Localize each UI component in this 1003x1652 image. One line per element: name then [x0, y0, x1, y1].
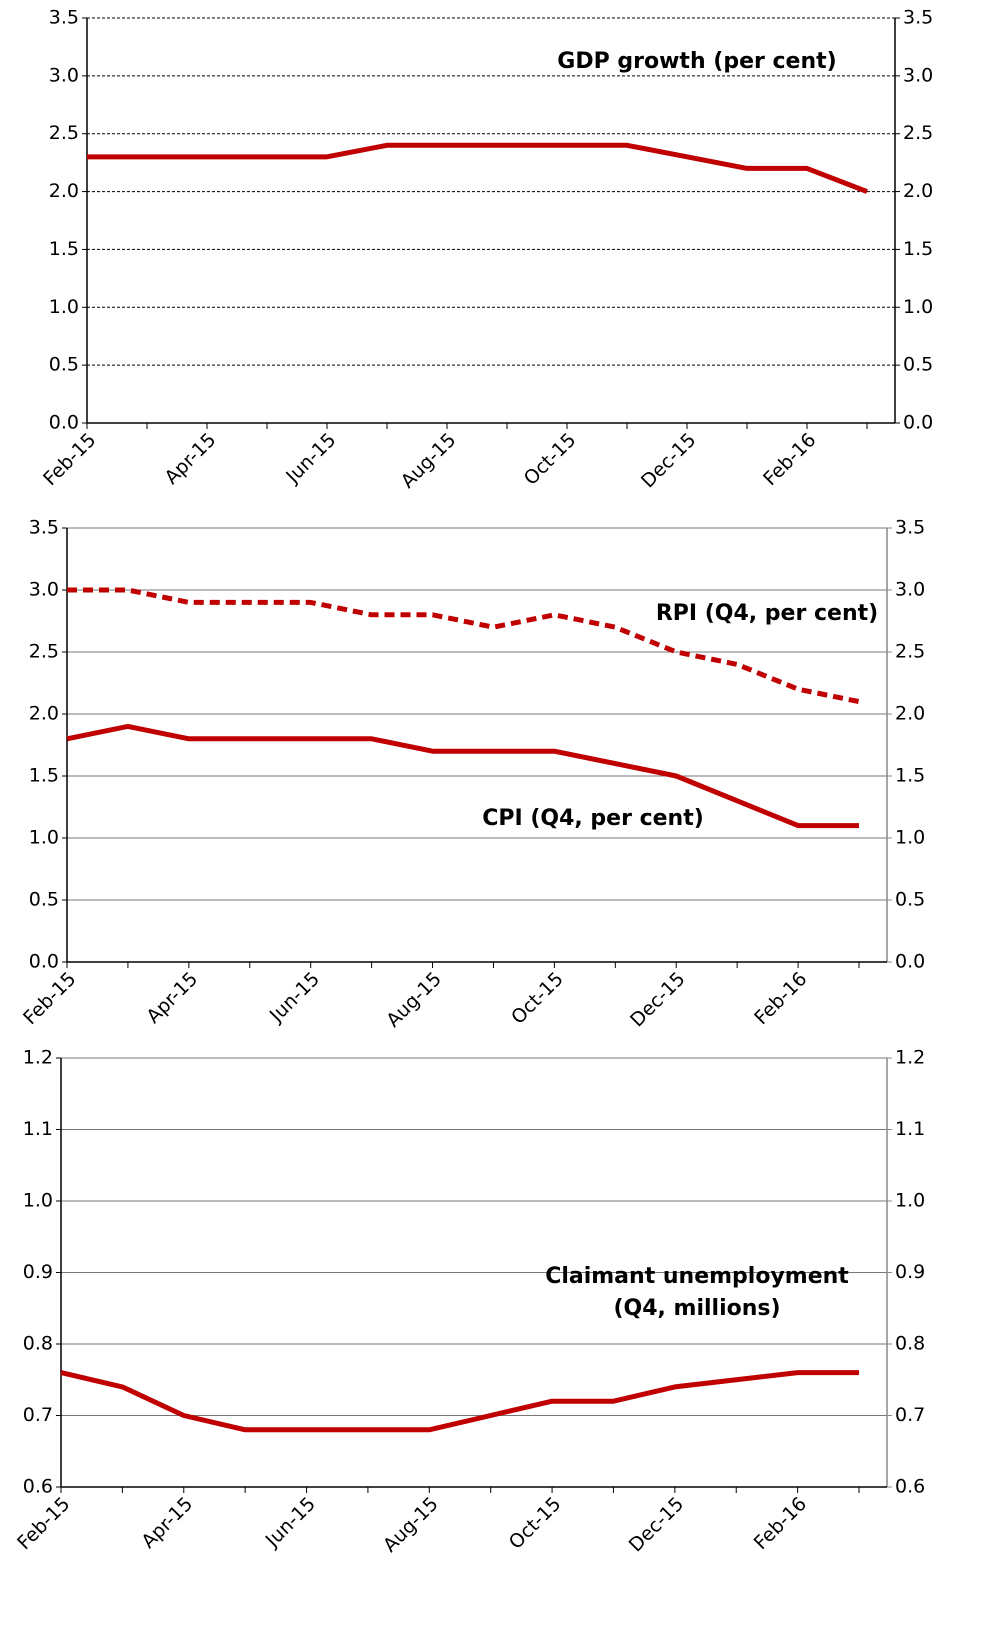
y-tick-label: 0.0: [49, 412, 79, 434]
chart: 0.6 0.7 0.8 0.9 1.0 1.1 1.2 0.6 0.7 0.8 0.9 1.0 1.1 1…: [13, 1047, 925, 1557]
y-tick-label: 1.5: [49, 238, 79, 260]
y-tick-label: 1.0: [29, 827, 59, 849]
x-tick-label: Oct-15: [505, 1493, 566, 1554]
y2-tick-label: 1.0: [895, 1190, 925, 1212]
y-tick-label: 1.2: [23, 1047, 53, 1069]
x-tick-label: Apr-15: [142, 968, 202, 1028]
y-tick-label: 3.5: [49, 7, 79, 29]
y-tick-label: 2.5: [29, 641, 59, 663]
x-tick-label: Feb-15: [13, 1493, 74, 1554]
y2-tick-label: 0.6: [895, 1476, 925, 1498]
x-tick-label: Jun-15: [265, 968, 324, 1027]
y-tick-label: 3.5: [29, 517, 59, 539]
series-line: [60, 1370, 859, 1433]
chart: 0.0 0.5 1.0 1.5 2.0 2.5 3.0 3.5 0.0 0.5 1.0 1.5 2.0 2…: [19, 517, 925, 1032]
series-label-box: Claimant unemployment (Q4, millions): [545, 1264, 849, 1321]
x-tick-label: Feb-16: [750, 1493, 811, 1554]
x-tick-label: Aug-15: [379, 1493, 443, 1557]
y-tick-label: 1.0: [23, 1190, 53, 1212]
y2-tick-label: 3.5: [903, 7, 933, 29]
y2-tick-label: 2.0: [903, 180, 933, 202]
y-tick-label: 1.5: [29, 765, 59, 787]
y2-tick-label: 2.0: [895, 703, 925, 725]
y-tick-label: 2.0: [49, 180, 79, 202]
y-tick-label: 2.5: [49, 122, 79, 144]
y-tick-label: 3.0: [49, 64, 79, 86]
series-label: Claimant unemployment (Q4, millions): [545, 1264, 849, 1321]
x-tick-label: Feb-16: [750, 968, 811, 1029]
chart: 0.0 0.5 1.0 1.5 2.0 2.5 3.0 3.5 0.0 0.5 1.0 1.5 2.0 2…: [39, 7, 933, 493]
y2-tick-label: 0.9: [895, 1261, 925, 1283]
x-tick-label: Aug-15: [382, 968, 446, 1032]
x-tick-label: Feb-16: [759, 429, 820, 490]
series-label: CPI (Q4, per cent): [482, 806, 704, 831]
x-tick-label: Feb-15: [19, 968, 80, 1029]
x-tick-label: Jun-15: [281, 429, 340, 488]
x-tick-label: Feb-15: [39, 429, 100, 490]
x-tick-label: Dec-15: [637, 429, 701, 493]
y2-tick-label: 0.5: [903, 354, 933, 376]
series-label: RPI (Q4, per cent): [656, 601, 878, 626]
series-line: [66, 723, 859, 829]
x-tick-label: Aug-15: [397, 429, 461, 493]
y-tick-label: 0.5: [29, 889, 59, 911]
y-tick-label: 0.5: [49, 354, 79, 376]
y-tick-label: 0.9: [23, 1261, 53, 1283]
y2-tick-label: 0.5: [895, 889, 925, 911]
x-tick-label: Apr-15: [137, 1493, 197, 1553]
y2-tick-label: 3.0: [903, 64, 933, 86]
y2-tick-label: 2.5: [895, 641, 925, 663]
y2-tick-label: 0.0: [895, 951, 925, 973]
y2-tick-label: 0.8: [895, 1333, 925, 1355]
y-tick-label: 1.1: [23, 1118, 53, 1140]
y-tick-label: 1.0: [49, 296, 79, 318]
series-line: [87, 142, 868, 194]
series-label: GDP growth (per cent): [557, 49, 836, 74]
y-tick-label: 0.7: [23, 1404, 53, 1426]
y2-tick-label: 1.2: [895, 1047, 925, 1069]
x-tick-label: Dec-15: [626, 968, 690, 1032]
y2-tick-label: 3.0: [895, 579, 925, 601]
x-tick-label: Oct-15: [520, 429, 581, 490]
series-line: [67, 587, 860, 705]
y-tick-label: 3.0: [29, 579, 59, 601]
y2-tick-label: 3.5: [895, 517, 925, 539]
x-tick-label: Apr-15: [161, 429, 221, 489]
y2-tick-label: 1.5: [903, 238, 933, 260]
y2-tick-label: 0.0: [903, 412, 933, 434]
y-tick-label: 2.0: [29, 703, 59, 725]
y2-tick-label: 1.1: [895, 1118, 925, 1140]
y2-tick-label: 0.7: [895, 1404, 925, 1426]
y-tick-label: 0.0: [29, 951, 59, 973]
x-tick-label: Dec-15: [625, 1493, 689, 1557]
x-tick-label: Oct-15: [507, 968, 568, 1029]
y2-tick-label: 1.5: [895, 765, 925, 787]
y-tick-label: 0.6: [23, 1476, 53, 1498]
y2-tick-label: 2.5: [903, 122, 933, 144]
y2-tick-label: 1.0: [895, 827, 925, 849]
y-tick-label: 0.8: [23, 1333, 53, 1355]
y2-tick-label: 1.0: [903, 296, 933, 318]
x-tick-label: Jun-15: [261, 1493, 320, 1552]
